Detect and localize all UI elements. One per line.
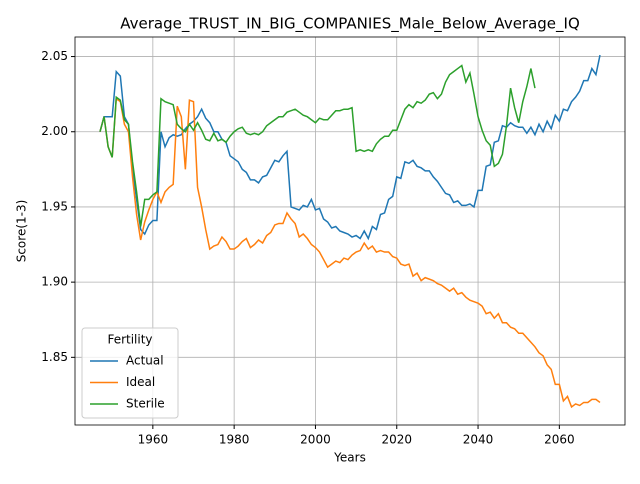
x-tick-label: 1960 (138, 433, 169, 447)
line-series (99, 54, 601, 241)
legend-title: Fertility (107, 333, 152, 347)
x-tick-label: 2020 (381, 433, 412, 447)
legend-label: Actual (126, 354, 164, 368)
plot-frame (74, 36, 626, 426)
y-tick-label: 2.00 (41, 124, 68, 138)
x-tick-label: 1980 (219, 433, 250, 447)
y-tick-label: 1.85 (41, 350, 68, 364)
x-tick-label: 2060 (544, 433, 575, 447)
x-tick-label: 2000 (300, 433, 331, 447)
x-tick-label: 2040 (463, 433, 494, 447)
y-axis-label: Score(1-3) (15, 200, 29, 263)
y-tick-label: 2.05 (41, 49, 68, 63)
y-tick-label: 1.95 (41, 199, 68, 213)
legend-box (81, 327, 179, 419)
line-series (99, 64, 536, 227)
legend-label: Sterile (126, 397, 165, 411)
chart-title: Average_TRUST_IN_BIG_COMPANIES_Male_Belo… (120, 15, 580, 34)
y-tick-label: 1.90 (41, 275, 68, 289)
legend-label: Ideal (126, 375, 155, 389)
x-axis-label: Years (333, 451, 366, 465)
line-series (99, 97, 601, 409)
